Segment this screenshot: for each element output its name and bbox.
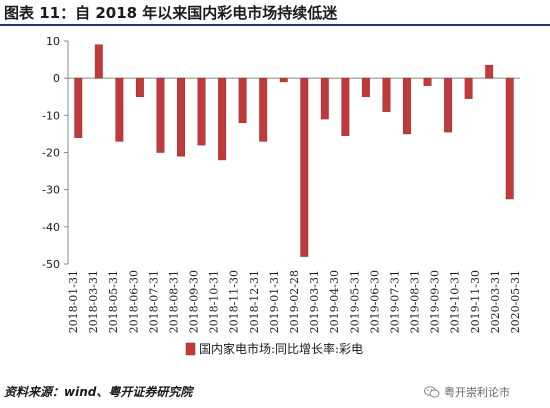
bar <box>382 77 391 112</box>
watermark-label: 粤开崇利论市 <box>444 386 510 399</box>
x-tick-label: 2019-06-30 <box>368 270 381 333</box>
x-tick-label: 2019-08-31 <box>409 270 422 333</box>
bar <box>403 77 411 135</box>
bar <box>485 64 494 79</box>
x-tick-label: 2019-02-28 <box>288 270 301 333</box>
y-tick-label: -20 <box>42 147 60 160</box>
bar <box>341 77 350 137</box>
bar <box>320 77 329 120</box>
bar <box>505 77 514 200</box>
bar <box>74 77 83 138</box>
x-tick-label: 2019-11-30 <box>469 270 482 333</box>
bar <box>444 77 453 133</box>
x-tick-label: 2018-12-31 <box>248 270 261 333</box>
x-tick-label: 2019-03-31 <box>308 270 321 333</box>
x-tick-label: 2019-10-31 <box>449 270 462 333</box>
y-tick-label: -40 <box>42 221 60 234</box>
x-tick-label: 2020-03-31 <box>489 270 502 333</box>
bar <box>156 77 165 153</box>
bar <box>115 77 124 142</box>
wechat-icon <box>424 386 440 398</box>
watermark: 粤开崇利论市 <box>424 384 510 400</box>
bar <box>464 77 473 99</box>
x-tick-label: 2020-05-31 <box>509 270 522 333</box>
bar <box>361 77 370 97</box>
bar <box>259 77 268 142</box>
bar <box>423 77 432 86</box>
y-tick-label: 10 <box>46 35 60 48</box>
title-rule <box>0 24 550 26</box>
bar <box>94 44 103 79</box>
x-tick-label: 2019-01-31 <box>268 270 281 333</box>
x-tick-label: 2018-01-31 <box>67 270 80 333</box>
bar <box>177 77 185 157</box>
x-tick-label: 2018-08-31 <box>167 270 180 333</box>
x-tick-label: 2019-05-31 <box>348 270 361 333</box>
bar <box>238 77 247 124</box>
x-tick-label: 2019-09-30 <box>429 270 442 333</box>
legend-label: 国内家电市场:同比增长率:彩电 <box>199 341 363 356</box>
bar <box>218 77 227 161</box>
x-tick-label: 2018-06-30 <box>127 270 140 333</box>
page-title: 图表 11：自 2018 年以来国内彩电市场持续低迷 <box>4 4 338 22</box>
x-tick-label: 2019-04-30 <box>328 270 341 333</box>
bar <box>197 77 206 146</box>
y-tick-label: -30 <box>42 184 60 197</box>
y-tick-label: 0 <box>53 72 60 85</box>
x-tick-label: 2018-05-31 <box>107 270 120 333</box>
bar <box>279 77 288 83</box>
legend-swatch <box>185 342 196 356</box>
bar-chart: 10 0 -10 -20 -30 -40 -50 2018-01-31 2018-03-31 20… <box>42 35 522 356</box>
y-tick-label: -10 <box>42 109 60 122</box>
bar <box>300 77 309 257</box>
x-tick-label: 2018-03-31 <box>87 270 100 333</box>
bar <box>135 77 144 97</box>
x-tick-label: 2018-09-30 <box>188 270 201 333</box>
y-tick-label: -50 <box>42 258 60 271</box>
x-tick-label: 2018-11-30 <box>228 270 241 333</box>
x-tick-label: 2018-10-31 <box>208 270 221 333</box>
source-note: 资料来源：wind、粤开证券研究院 <box>4 385 193 399</box>
x-tick-label: 2018-07-31 <box>147 270 160 333</box>
x-tick-label: 2019-07-31 <box>388 270 401 333</box>
